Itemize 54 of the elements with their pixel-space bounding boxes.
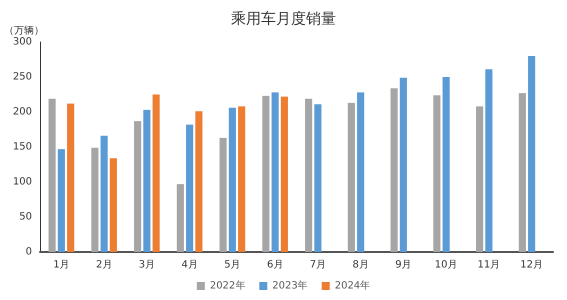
y-tick-label: 0 — [26, 246, 32, 258]
bar — [442, 77, 450, 252]
x-tick-label: 12月 — [520, 260, 543, 270]
x-tick-label: 9月 — [395, 260, 412, 270]
bar — [400, 78, 407, 252]
bar — [390, 88, 398, 252]
x-tick-label: 10月 — [434, 260, 458, 270]
bar — [143, 110, 150, 252]
bar — [262, 96, 270, 252]
bar — [476, 106, 484, 252]
x-tick-label: 7月 — [310, 260, 326, 270]
y-tick-label: 100 — [12, 176, 32, 188]
x-tick-label: 5月 — [224, 260, 241, 270]
bar — [348, 102, 355, 252]
bar — [518, 93, 526, 252]
chart-title: 乘用车月度销量 — [231, 10, 336, 28]
legend-label: 2023年 — [272, 280, 308, 292]
bar — [228, 108, 236, 252]
y-axis-title: （万辆） — [4, 24, 44, 36]
bar — [152, 94, 160, 252]
bar — [91, 148, 98, 252]
bar — [238, 106, 246, 252]
y-tick-label: 50 — [19, 212, 32, 222]
x-tick-label: 4月 — [181, 260, 198, 270]
bar — [110, 158, 117, 252]
bar — [314, 104, 322, 252]
x-tick-label: 8月 — [352, 260, 369, 270]
bar — [48, 98, 56, 252]
bar — [305, 98, 312, 252]
bar — [176, 184, 184, 252]
legend-label: 2024年 — [334, 280, 370, 292]
y-tick-label: 150 — [12, 142, 32, 152]
x-tick-label: 6月 — [266, 260, 284, 270]
bar — [195, 111, 202, 252]
bar — [280, 96, 288, 252]
bar — [186, 124, 194, 252]
bar — [433, 95, 440, 252]
bar — [528, 56, 536, 252]
y-tick-label: 250 — [12, 72, 32, 82]
bar — [134, 121, 142, 252]
bar — [220, 138, 227, 252]
bar — [272, 92, 279, 252]
x-tick-label: 11月 — [478, 260, 500, 270]
bar — [485, 69, 492, 252]
x-tick-label: 2月 — [96, 260, 112, 270]
legend-label: 2022年 — [210, 280, 246, 292]
y-tick-label: 200 — [12, 106, 32, 118]
y-tick-label: 300 — [12, 36, 32, 48]
bar — [67, 104, 74, 252]
x-tick-label: 1月 — [53, 260, 70, 270]
bar — [58, 149, 65, 252]
bar — [357, 92, 364, 252]
bar — [100, 136, 108, 252]
x-tick-label: 3月 — [138, 260, 156, 270]
